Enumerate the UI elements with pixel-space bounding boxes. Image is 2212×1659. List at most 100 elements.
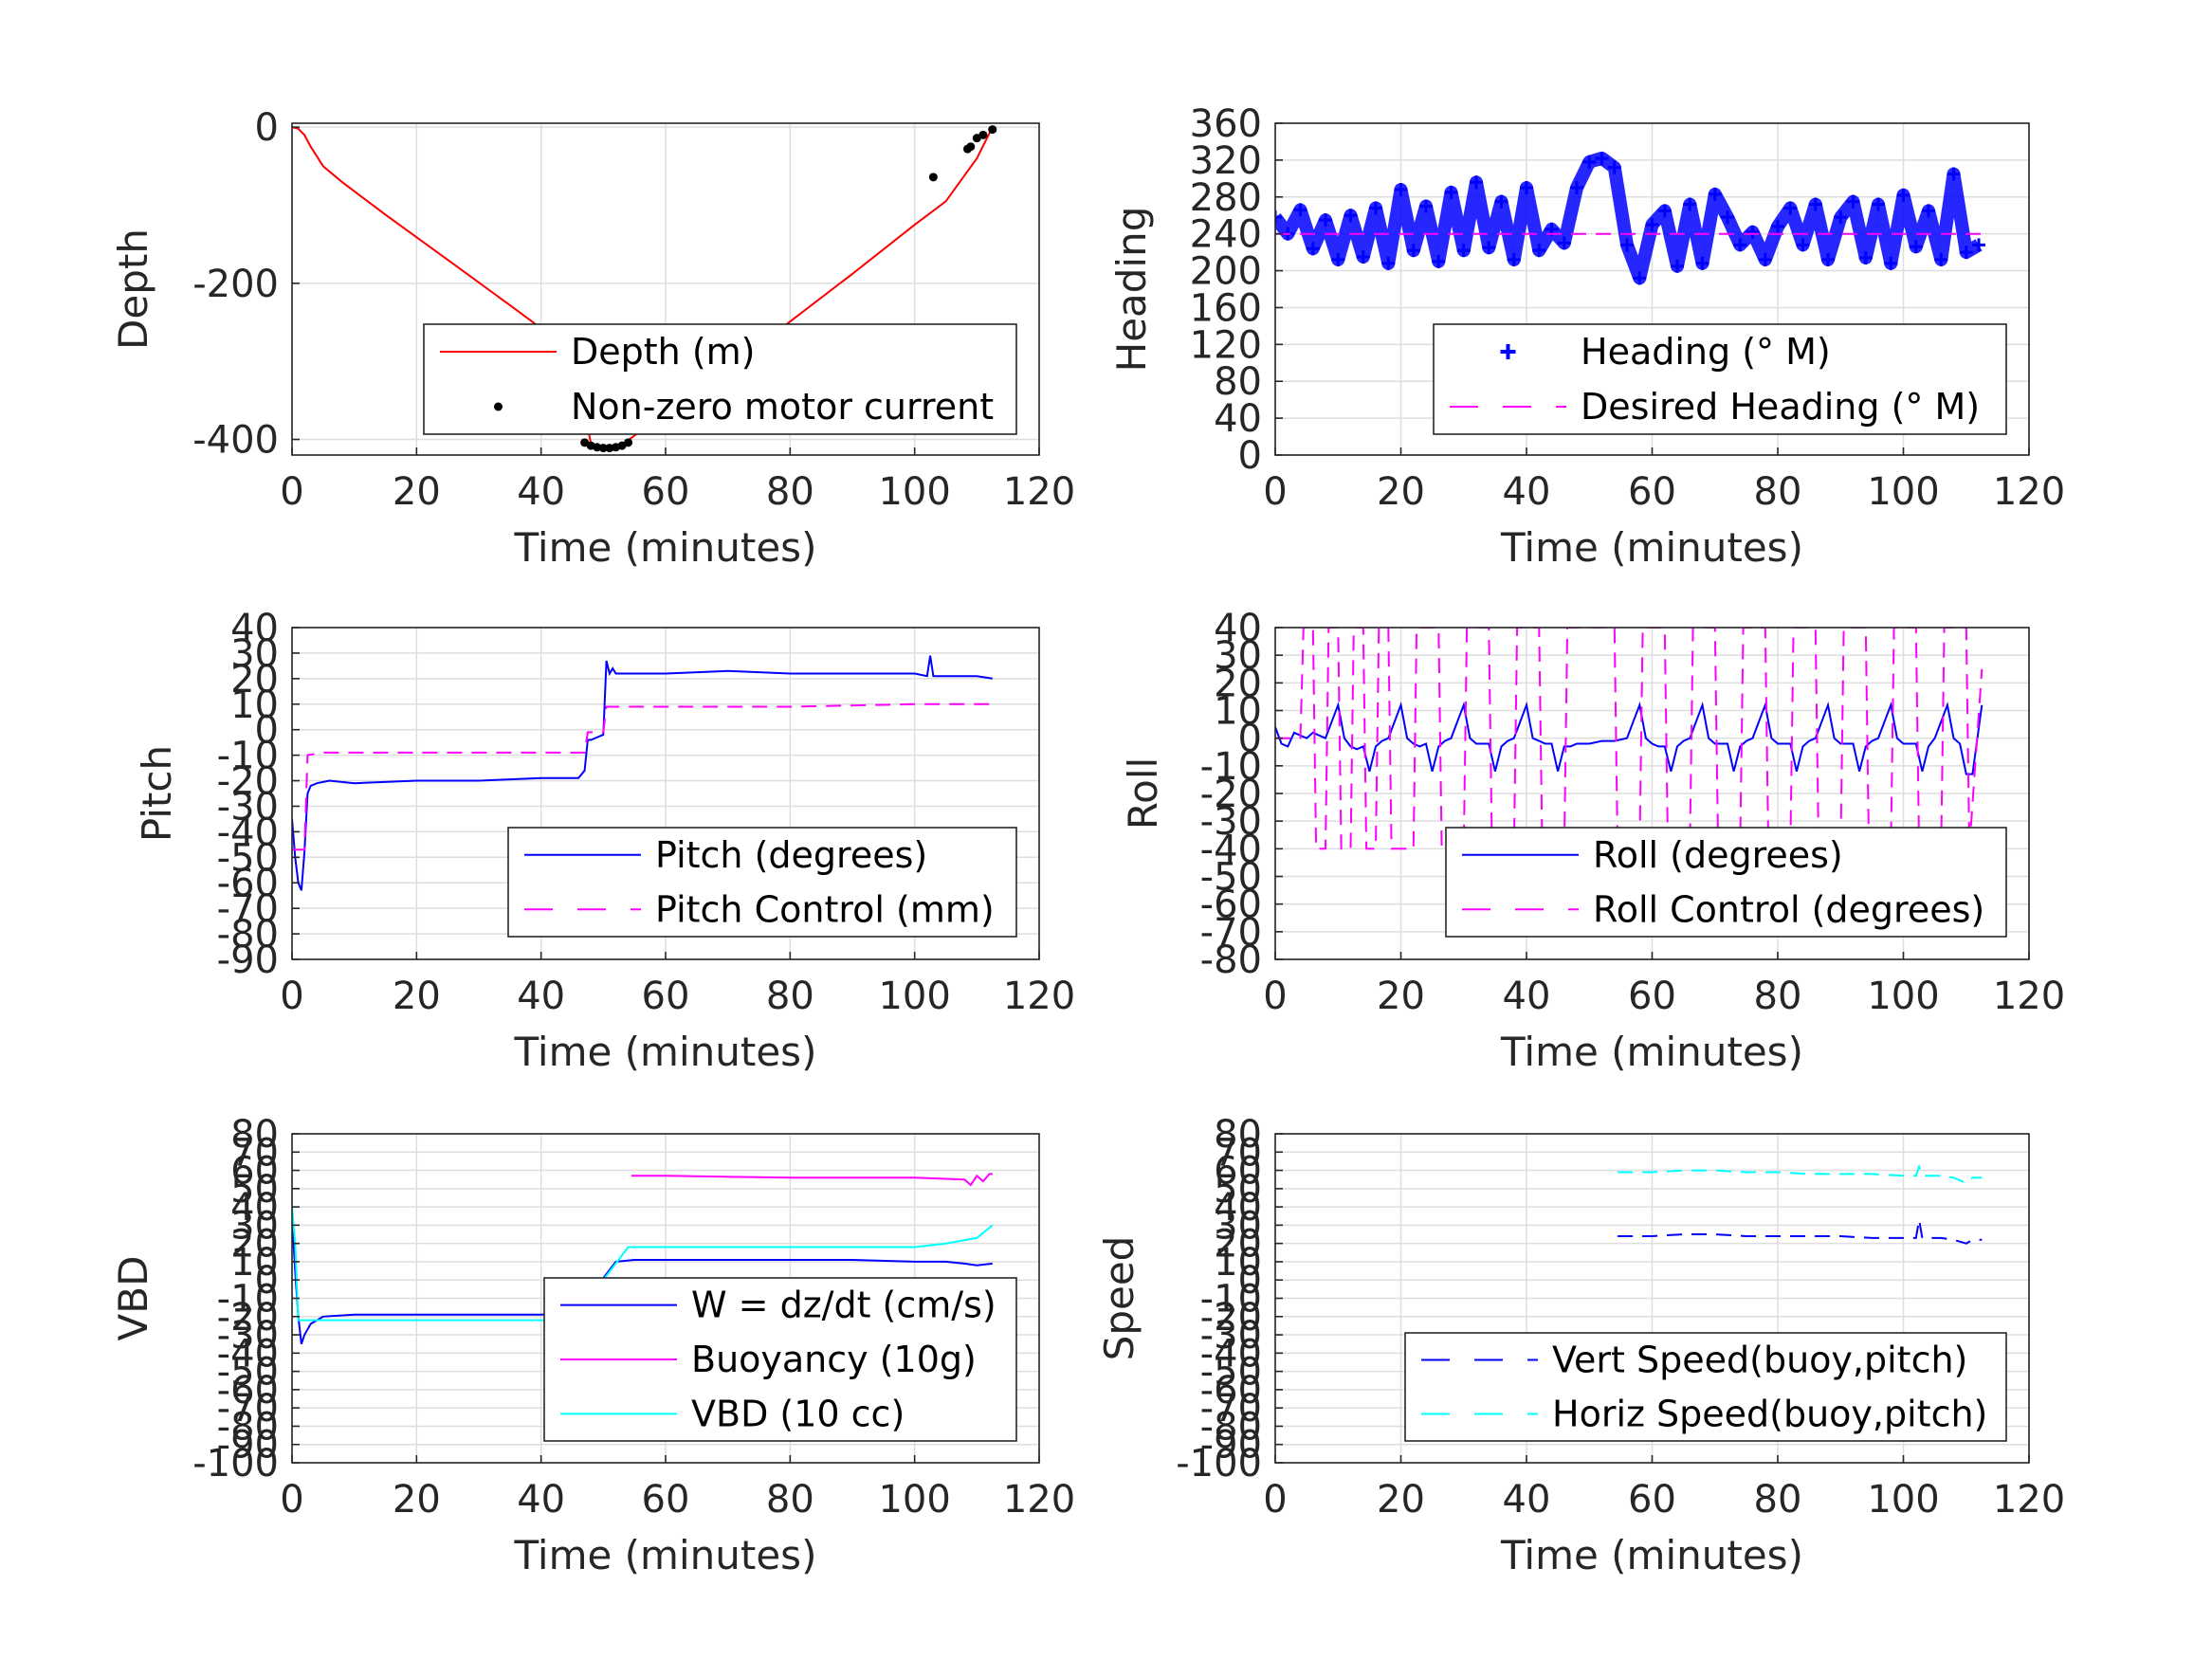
y-tick-label: -80: [217, 913, 279, 957]
x-tick-label: 100: [1867, 470, 1939, 514]
data-point: [1369, 201, 1382, 215]
series-pitch-degrees: [292, 655, 993, 891]
x-tick-label: 60: [1628, 470, 1676, 514]
y-tick-label: 40: [1214, 1186, 1262, 1230]
y-tick-label: 40: [1214, 607, 1262, 650]
y-axis-label: Pitch: [134, 745, 180, 842]
y-tick-label: 40: [1214, 397, 1262, 441]
legend: Heading (° M) Desired Heading (° M): [1433, 323, 2007, 435]
x-axis-label: Time (minutes): [514, 524, 817, 571]
x-tick-label: 120: [1993, 1478, 2065, 1522]
x-tick-label: 40: [517, 470, 565, 514]
x-tick-label: 60: [642, 1478, 690, 1522]
data-point: [624, 438, 633, 447]
data-point: [1620, 238, 1634, 252]
y-tick-label: -70: [217, 887, 279, 931]
data-point: [1419, 199, 1433, 213]
y-tick-label: 80: [1214, 360, 1262, 404]
y-tick-label: -80: [217, 1405, 279, 1449]
x-tick-label: 0: [1263, 1478, 1287, 1522]
legend-label: Roll (degrees): [1593, 834, 1843, 876]
y-tick-label: -80: [1200, 939, 1262, 982]
y-axis-label: Heading: [1108, 207, 1155, 373]
y-axis-label: Roll: [1120, 757, 1166, 830]
series-horiz-speed-buoy-pitch: [1618, 1163, 1983, 1185]
y-tick-label: 70: [230, 1131, 279, 1175]
data-point: [1532, 244, 1546, 258]
data-point: [1959, 246, 1973, 260]
data-point: [1331, 252, 1345, 266]
x-tick-label: 120: [1003, 975, 1075, 1018]
x-tick-label: 40: [1503, 1478, 1551, 1522]
y-tick-label: -50: [217, 836, 279, 880]
x-tick-label: 40: [517, 1478, 565, 1522]
y-tick-label: 0: [1238, 434, 1262, 478]
x-tick-label: 60: [642, 470, 690, 514]
y-tick-label: 240: [1190, 213, 1262, 257]
legend: Vert Speed(buoy,pitch) Horiz Speed(buoy,p…: [1404, 1332, 2007, 1442]
y-tick-label: -40: [1200, 1332, 1262, 1376]
data-point: [1909, 240, 1923, 254]
legend-box: [1404, 1332, 2007, 1442]
y-tick-label: -90: [217, 1424, 279, 1468]
y-tick-label: 200: [1190, 250, 1262, 294]
data-point: [1758, 252, 1772, 266]
y-tick-label: -70: [1200, 1387, 1262, 1431]
y-tick-label: -70: [1200, 911, 1262, 955]
y-tick-label: 40: [230, 1186, 279, 1230]
y-tick-label: -50: [1200, 1351, 1262, 1395]
y-tick-label: -30: [217, 785, 279, 829]
x-axis-label: Time (minutes): [1500, 1029, 1803, 1075]
x-tick-label: 80: [1754, 1478, 1802, 1522]
y-tick-label: -40: [1200, 828, 1262, 871]
data-point: [1695, 256, 1709, 270]
data-point: [978, 130, 988, 139]
legend-label: Non-zero motor current: [571, 386, 994, 428]
y-tick-label: 10: [230, 684, 279, 727]
y-tick-label: -20: [217, 760, 279, 804]
y-tick-label: -50: [217, 1351, 279, 1395]
y-tick-label: -60: [217, 862, 279, 905]
data-point: [1947, 167, 1961, 181]
y-tick-label: 20: [230, 1223, 279, 1267]
x-tick-label: 40: [517, 975, 565, 1018]
data-point: [1582, 155, 1597, 169]
data-point: [1771, 219, 1784, 233]
data-point: [1858, 250, 1873, 264]
x-axis-label: Time (minutes): [1500, 524, 1803, 571]
chart-pitch: 0 20 40 60 80 100 120403020100-10-20-30-40-50-…: [134, 607, 1075, 1075]
y-tick-label: -90: [217, 939, 279, 982]
data-point: [1607, 160, 1621, 174]
x-tick-label: 80: [1754, 975, 1802, 1018]
chart-roll: 0 20 40 60 80 100 120403020100-10-20-30-40-50-…: [1120, 607, 2065, 1075]
y-axis-label: Depth: [110, 228, 156, 350]
legend-swatch: [1500, 344, 1516, 359]
x-tick-label: 20: [1377, 470, 1425, 514]
data-point: [1344, 209, 1358, 223]
y-tick-label: 70: [1214, 1131, 1262, 1175]
y-tick-label: -60: [1200, 1369, 1262, 1413]
series-roll-degrees: [1275, 702, 1983, 775]
data-point: [988, 125, 997, 135]
x-tick-label: 20: [393, 470, 441, 514]
y-tick-label: -10: [217, 1278, 279, 1322]
x-tick-label: 20: [1377, 1478, 1425, 1522]
y-tick-label: -100: [1176, 1442, 1262, 1486]
legend-box: [1433, 323, 2007, 435]
y-tick-label: 20: [230, 658, 279, 702]
y-tick-label: -200: [192, 263, 279, 306]
y-tick-label: 30: [230, 1204, 279, 1248]
data-point: [1275, 210, 1282, 225]
y-tick-label: 0: [1238, 718, 1262, 761]
data-point: [1821, 252, 1835, 266]
y-tick-label: -60: [1200, 884, 1262, 927]
series-group: [1275, 151, 1985, 285]
x-tick-label: 0: [1263, 975, 1287, 1018]
x-axis-label: Time (minutes): [514, 1029, 817, 1075]
data-point: [1319, 213, 1332, 228]
data-point: [593, 443, 602, 452]
y-tick-label: 20: [1214, 662, 1262, 705]
data-point: [1570, 181, 1583, 195]
legend-label: Buoyancy (10g): [691, 1339, 977, 1380]
